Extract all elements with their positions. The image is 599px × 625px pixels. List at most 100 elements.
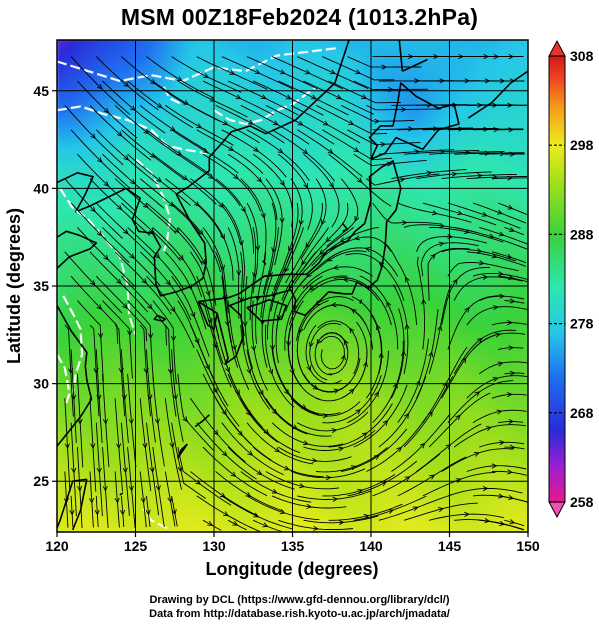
streamline xyxy=(64,251,123,314)
streamline-arrowhead xyxy=(102,485,108,492)
colorbar-tick-label: 288 xyxy=(570,226,594,242)
streamline xyxy=(146,56,215,99)
streamline-arrowhead xyxy=(129,179,136,185)
streamline xyxy=(120,349,129,443)
streamline xyxy=(479,153,525,155)
streamline xyxy=(139,398,152,492)
streamline xyxy=(303,429,376,451)
streamline xyxy=(70,275,119,344)
streamline-arrowhead xyxy=(96,230,103,237)
streamline xyxy=(70,422,77,517)
streamline-arrowhead xyxy=(145,509,151,516)
streamline-arrowhead xyxy=(499,151,506,157)
streamline xyxy=(152,80,221,123)
streamline xyxy=(453,329,517,375)
streamline xyxy=(64,398,71,492)
streamline-arrowhead xyxy=(297,120,304,126)
streamline-arrowhead xyxy=(348,120,355,125)
streamline-arrowhead xyxy=(437,324,443,331)
streamline xyxy=(221,276,239,368)
streamline-arrowhead xyxy=(98,332,104,339)
streamline-arrowhead xyxy=(221,450,228,457)
streamline-arrowhead xyxy=(89,497,95,504)
streamline-arrowhead xyxy=(123,155,130,161)
streamline xyxy=(102,227,162,287)
streamline xyxy=(165,105,234,146)
streamline xyxy=(89,324,100,417)
streamline-arrowhead xyxy=(299,483,305,489)
streamline xyxy=(290,397,361,417)
streamline xyxy=(202,227,229,314)
streamline-arrowhead xyxy=(426,170,433,176)
streamline xyxy=(202,80,274,116)
streamline xyxy=(171,422,206,499)
streamline-arrowhead xyxy=(429,474,436,480)
streamline xyxy=(261,276,273,368)
streamline xyxy=(146,349,156,443)
streamline xyxy=(139,324,151,417)
streamline xyxy=(347,460,418,497)
streamline xyxy=(278,80,349,116)
streamline xyxy=(472,202,527,224)
streamline-arrowhead xyxy=(178,254,184,261)
streamline xyxy=(271,422,344,447)
streamline xyxy=(196,349,240,427)
y-tick-label: 35 xyxy=(33,278,49,294)
streamline xyxy=(347,129,421,146)
streamline-arrowhead xyxy=(305,242,311,249)
streamline-arrowhead xyxy=(174,227,180,234)
streamline-arrowhead xyxy=(332,496,339,502)
streamline xyxy=(293,227,354,285)
streamline-arrowhead xyxy=(123,81,130,88)
streamline xyxy=(262,202,277,295)
streamline xyxy=(171,275,210,357)
streamline xyxy=(298,250,367,287)
x-tick-label: 125 xyxy=(124,538,148,554)
streamline-arrowhead xyxy=(147,303,153,310)
streamline-arrowhead xyxy=(168,201,175,207)
streamline-arrowhead xyxy=(93,367,99,374)
streamline xyxy=(491,177,528,180)
streamline-arrowhead xyxy=(338,446,345,452)
streamline-arrowhead xyxy=(408,126,414,132)
streamline-arrowhead xyxy=(507,175,514,181)
streamline xyxy=(171,202,221,273)
streamline-arrowhead xyxy=(170,306,176,313)
streamline-arrowhead xyxy=(200,259,206,266)
streamline-arrowhead xyxy=(338,519,345,526)
streamline xyxy=(271,349,320,415)
streamline-arrowhead xyxy=(477,173,483,179)
streamline-arrowhead xyxy=(316,338,322,345)
streamline xyxy=(447,380,514,424)
streamline xyxy=(447,487,523,497)
streamline-arrowhead xyxy=(272,120,279,126)
streamline xyxy=(309,322,342,381)
streamline-arrowhead xyxy=(285,94,292,100)
x-tick-label: 145 xyxy=(438,538,462,554)
streamline-arrowhead xyxy=(77,485,83,492)
streamline-arrowhead xyxy=(353,147,360,153)
streamline xyxy=(353,495,427,521)
streamline xyxy=(227,80,299,116)
streamline-arrowhead xyxy=(150,79,156,85)
streamline xyxy=(322,129,393,161)
streamline-arrowhead xyxy=(356,177,363,184)
streamline xyxy=(114,251,172,315)
credit-line-2: Data from http://database.rish.kyoto-u.a… xyxy=(149,608,450,620)
streamline xyxy=(441,173,517,180)
streamline-arrowhead xyxy=(292,424,298,430)
streamline-arrowhead xyxy=(116,131,123,137)
streamline-arrowhead xyxy=(508,494,515,501)
streamline-arrowhead xyxy=(404,276,410,283)
streamline xyxy=(164,324,177,417)
streamline-arrowhead xyxy=(431,210,438,216)
streamline-arrowhead xyxy=(322,120,329,126)
streamline-arrowhead xyxy=(235,94,242,100)
streamline-arrowhead xyxy=(103,254,109,261)
streamline-arrowhead xyxy=(207,317,213,324)
streamline xyxy=(491,251,527,264)
streamline-arrowhead xyxy=(311,457,318,463)
streamline xyxy=(310,279,380,301)
streamline-arrowhead xyxy=(279,69,286,75)
